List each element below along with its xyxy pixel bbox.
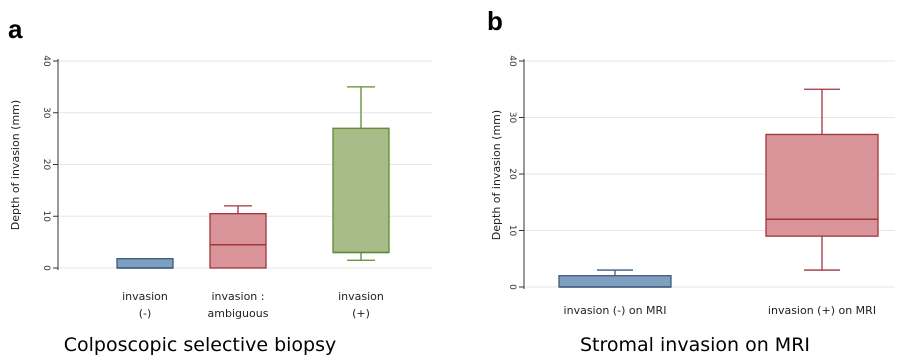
y-axis-title: Depth of invasion (mm) xyxy=(490,110,503,240)
chart-caption: Stromal invasion on MRI xyxy=(580,334,810,356)
chart-caption: Colposcopic selective biopsy xyxy=(64,334,337,356)
box xyxy=(116,258,174,269)
y-tick-label: 30 xyxy=(41,107,51,119)
y-tick-label: 10 xyxy=(41,211,51,223)
y-tick-label: 0 xyxy=(507,284,517,290)
category-label: (-) xyxy=(139,307,152,320)
panel-letter: b xyxy=(487,6,503,36)
category-label: (+) xyxy=(352,307,370,320)
y-tick-label: 40 xyxy=(507,55,517,67)
y-tick-label: 0 xyxy=(41,265,51,271)
panel-letter: a xyxy=(8,14,23,44)
y-tick-label: 20 xyxy=(41,159,51,171)
y-axis-title: Depth of invasion (mm) xyxy=(9,100,22,230)
category-label: invasion xyxy=(338,290,384,303)
category-label: ambiguous xyxy=(208,307,269,320)
box xyxy=(209,213,267,269)
category-label: invasion (+) on MRI xyxy=(768,304,876,317)
box xyxy=(558,275,672,288)
y-tick-label: 30 xyxy=(507,112,517,124)
category-label: invasion xyxy=(122,290,168,303)
category-label: invasion (-) on MRI xyxy=(564,304,667,317)
y-tick-label: 20 xyxy=(507,168,517,180)
category-label: invasion : xyxy=(212,290,265,303)
box xyxy=(332,127,390,254)
y-tick-label: 10 xyxy=(507,225,517,237)
box xyxy=(765,133,879,237)
y-tick-label: 40 xyxy=(41,55,51,67)
